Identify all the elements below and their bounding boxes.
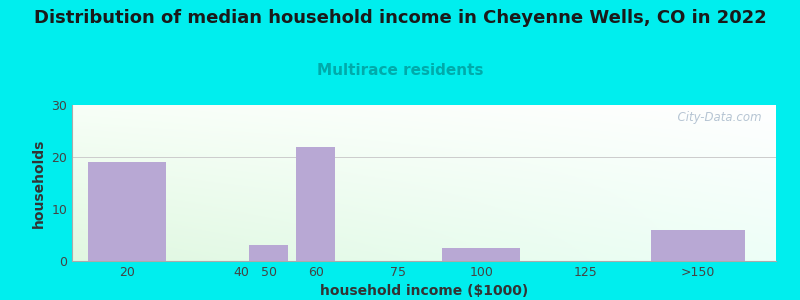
Bar — [442, 248, 521, 261]
Bar — [250, 245, 289, 261]
Y-axis label: households: households — [32, 138, 46, 228]
Bar — [651, 230, 745, 261]
Text: Multirace residents: Multirace residents — [317, 63, 483, 78]
X-axis label: household income ($1000): household income ($1000) — [320, 284, 528, 298]
Bar — [88, 162, 166, 261]
Text: City-Data.com: City-Data.com — [670, 111, 762, 124]
Bar — [296, 147, 335, 261]
Text: Distribution of median household income in Cheyenne Wells, CO in 2022: Distribution of median household income … — [34, 9, 766, 27]
